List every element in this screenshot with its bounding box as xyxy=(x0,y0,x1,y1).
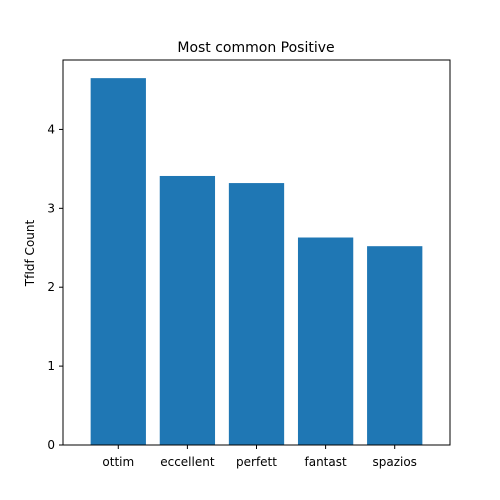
bar-fantast xyxy=(297,237,354,445)
x-tick-label: spazios xyxy=(372,455,416,469)
bars-group xyxy=(90,78,423,445)
y-tick-label: 2 xyxy=(47,280,55,294)
bar-spazios xyxy=(367,246,423,445)
chart-title: Most common Positive xyxy=(177,40,334,56)
y-tick-label: 3 xyxy=(47,201,55,215)
y-axis: 0 1 2 3 4 xyxy=(47,122,63,452)
x-tick-label: ottim xyxy=(102,455,134,469)
plot-frame xyxy=(62,59,451,446)
bar-ottim xyxy=(90,78,146,445)
x-axis: ottim eccellent perfett fantast spazios xyxy=(102,445,417,469)
y-tick-label: 1 xyxy=(47,359,55,373)
x-tick-label: eccellent xyxy=(160,455,215,469)
y-tick-label: 0 xyxy=(47,438,55,452)
y-axis-label: TfIdf Count xyxy=(23,220,37,288)
y-tick-label: 4 xyxy=(47,122,55,136)
bar-eccellent xyxy=(159,175,216,445)
x-tick-label: fantast xyxy=(305,455,347,469)
x-tick-label: perfett xyxy=(236,455,277,469)
bar-perfett xyxy=(228,183,285,445)
